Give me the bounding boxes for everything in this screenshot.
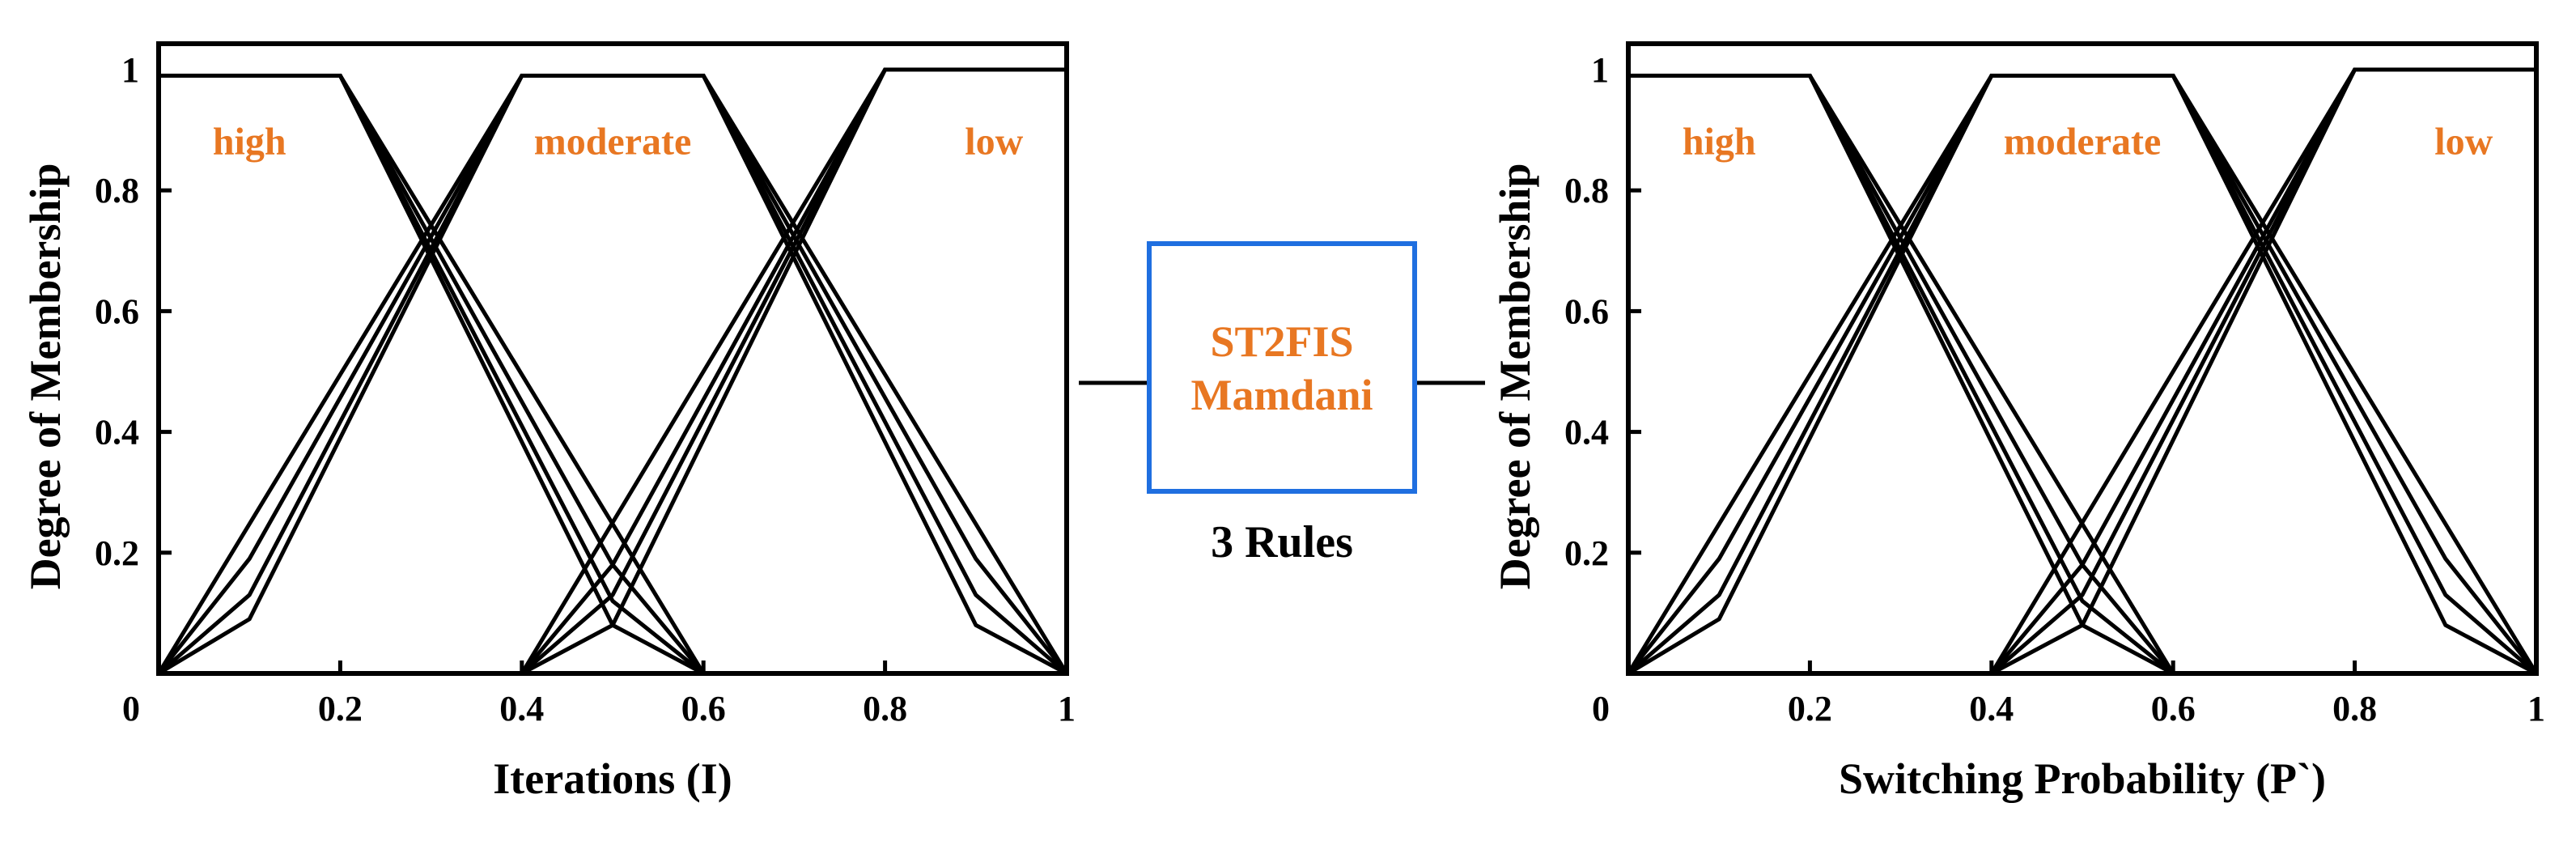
membership-line-4 bbox=[1626, 74, 2539, 675]
membership-label-low: low bbox=[965, 121, 1023, 164]
fis-name: ST2FIS bbox=[1210, 317, 1353, 366]
x-tick-label: 0 bbox=[1592, 689, 1610, 728]
membership-label-low: low bbox=[2434, 121, 2493, 164]
fis-type: Mamdani bbox=[1190, 371, 1373, 419]
y-tick-label: 0.8 bbox=[1564, 171, 1609, 210]
y-tick-label: 0.6 bbox=[95, 291, 139, 331]
x-tick-label: 0.6 bbox=[2151, 689, 2196, 728]
membership-label-high: high bbox=[1683, 121, 1756, 164]
membership-line-6 bbox=[157, 74, 1068, 675]
y-axis-label: Degree of Membership bbox=[21, 164, 70, 590]
x-tick-label: 0.8 bbox=[2332, 689, 2377, 728]
membership-label-high: high bbox=[213, 121, 286, 164]
y-axis-label: Degree of Membership bbox=[1491, 164, 1539, 590]
membership-line-7 bbox=[1627, 74, 2538, 675]
membership-line-11 bbox=[520, 67, 1067, 675]
x-tick-label: 0.4 bbox=[499, 689, 544, 728]
x-tick-label: 0.2 bbox=[318, 689, 363, 728]
membership-line-5 bbox=[157, 74, 1068, 676]
x-tick-label: 0.6 bbox=[681, 689, 726, 728]
fis-box bbox=[1147, 241, 1417, 494]
y-tick-label: 1 bbox=[121, 50, 139, 90]
membership-line-0 bbox=[159, 74, 706, 675]
x-tick-label: 1 bbox=[2527, 689, 2545, 728]
chart-switching-probability: 0 0.2 0.4 0.6 0.8 1 0.2 0.4 0.6 0.8 1 Switching Pro… bbox=[1491, 41, 2545, 803]
membership-line-0 bbox=[1628, 74, 2175, 675]
plot-frame bbox=[156, 41, 1069, 676]
rules-count: 3 Rules bbox=[1211, 517, 1353, 567]
membership-line-11 bbox=[1989, 67, 2536, 675]
plot-frame bbox=[1626, 41, 2539, 676]
y-tick-label: 0.8 bbox=[95, 171, 139, 210]
membership-label-moderate: moderate bbox=[534, 121, 692, 164]
x-tick-label: 0 bbox=[122, 689, 140, 728]
membership-line-3 bbox=[1628, 74, 2175, 675]
membership-line-5 bbox=[1627, 74, 2538, 676]
y-tick-label: 0.4 bbox=[95, 413, 139, 452]
membership-line-2 bbox=[159, 74, 705, 675]
membership-line-4 bbox=[156, 74, 1069, 675]
y-tick-label: 0.2 bbox=[1564, 533, 1609, 573]
x-tick-label: 0.2 bbox=[1788, 689, 1832, 728]
membership-line-6 bbox=[1627, 74, 2538, 675]
membership-label-moderate: moderate bbox=[2004, 121, 2162, 164]
x-tick-label: 0.8 bbox=[863, 689, 907, 728]
y-tick-label: 1 bbox=[1591, 50, 1609, 90]
y-tick-label: 0.4 bbox=[1564, 413, 1609, 452]
membership-line-1 bbox=[159, 74, 705, 676]
y-tick-label: 0.2 bbox=[95, 533, 139, 573]
membership-line-2 bbox=[1628, 74, 2175, 675]
membership-line-3 bbox=[159, 74, 706, 675]
membership-line-7 bbox=[157, 74, 1068, 675]
x-tick-label: 0.4 bbox=[1969, 689, 2014, 728]
y-tick-label: 0.6 bbox=[1564, 291, 1609, 331]
x-axis-label: Switching Probability (P`) bbox=[1839, 754, 2326, 803]
x-axis-label: Iterations (I) bbox=[493, 754, 732, 803]
chart-iterations: 0 0.2 0.4 0.6 0.8 1 0.2 0.4 0.6 0.8 1 Iterations (I… bbox=[21, 41, 1076, 803]
membership-line-1 bbox=[1628, 74, 2175, 676]
x-tick-label: 1 bbox=[1058, 689, 1076, 728]
